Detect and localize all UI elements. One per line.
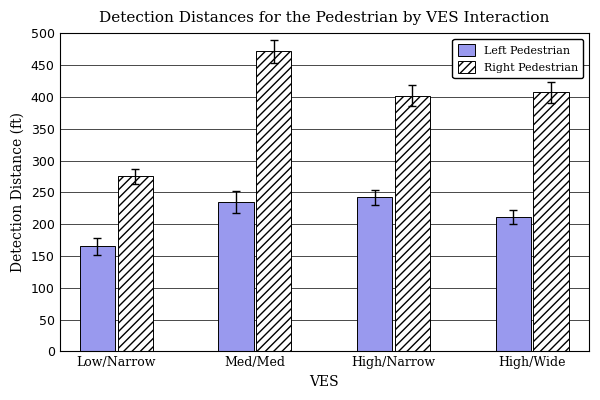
Bar [496, 216, 531, 352]
Bar [118, 176, 153, 352]
Y-axis label: Detection Distance (ft): Detection Distance (ft) [11, 112, 25, 272]
Title: Detection Distances for the Pedestrian by VES Interaction: Detection Distances for the Pedestrian b… [99, 11, 550, 25]
Bar [256, 51, 292, 352]
X-axis label: VES: VES [310, 375, 339, 389]
Bar [80, 246, 115, 352]
Legend: Left Pedestrian, Right Pedestrian: Left Pedestrian, Right Pedestrian [452, 39, 583, 78]
Bar [533, 92, 569, 352]
Bar [395, 96, 430, 352]
Bar [357, 198, 392, 352]
Bar [218, 202, 254, 352]
